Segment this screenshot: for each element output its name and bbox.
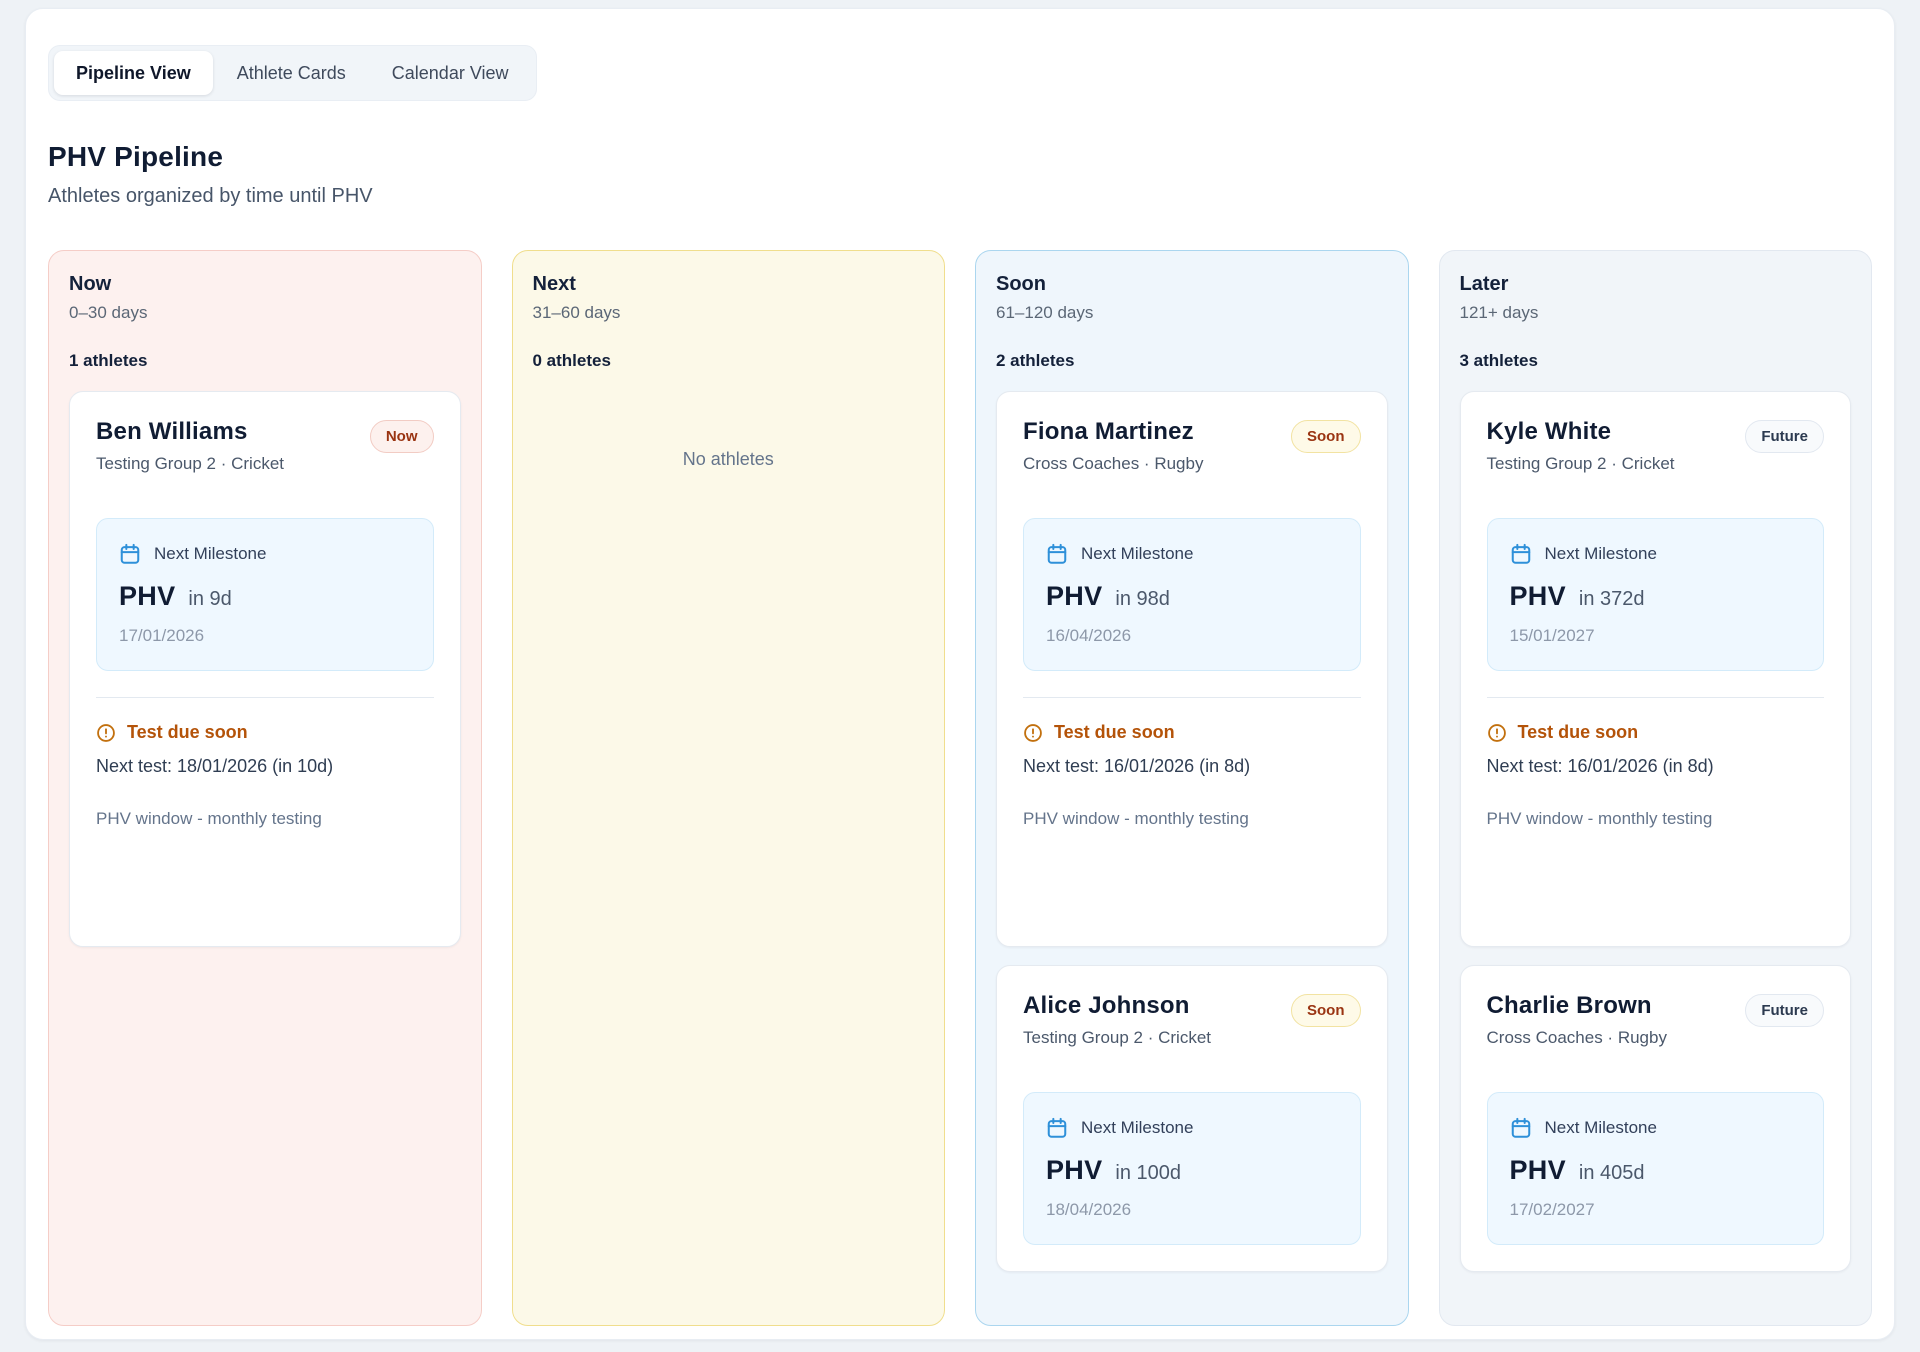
athlete-group: Cross Coaches · Rugby xyxy=(1486,1028,1667,1047)
milestone-due: in 405d xyxy=(1578,1162,1645,1184)
athlete-name: Kyle White xyxy=(1486,418,1612,445)
phv-window-note: PHV window - monthly testing xyxy=(96,809,322,828)
milestone-date: 18/04/2026 xyxy=(1046,1200,1132,1219)
status-badge: Soon xyxy=(1291,994,1361,1027)
page-subtitle: Athletes organized by time until PHV xyxy=(48,185,373,207)
phv-window-note: PHV window - monthly testing xyxy=(1486,809,1713,828)
next-test-text: Next test: 18/01/2026 (in 10d) xyxy=(96,756,334,776)
milestone-date: 17/01/2026 xyxy=(119,626,205,645)
column-later: Later 121+ days 3 athletes Kyle White Te… xyxy=(1438,250,1872,1326)
column-athlete-count: 3 athletes xyxy=(1459,351,1538,370)
view-tabbar: Pipeline View Athlete Cards Calendar Vie… xyxy=(48,45,537,101)
alert-icon xyxy=(1024,723,1042,742)
column-next: Next 31–60 days 0 athletes No athletes xyxy=(511,250,945,1326)
next-milestone-box: Next Milestone PHV in 405d 17/02/2027 xyxy=(1486,1092,1824,1245)
pipeline-board: Now 0–30 days 1 athletes Ben Williams Te… xyxy=(48,250,1872,1326)
next-milestone-box: Next Milestone PHV in 9d 17/01/2026 xyxy=(96,518,434,671)
next-milestone-box: Next Milestone PHV in 372d 15/01/2027 xyxy=(1486,518,1824,671)
column-range: 121+ days xyxy=(1459,303,1539,322)
alert-icon xyxy=(1487,723,1506,742)
card-divider xyxy=(96,697,434,698)
milestone-title: PHV xyxy=(1509,1155,1566,1185)
empty-state-text: No athletes xyxy=(682,449,774,469)
column-athlete-count: 0 athletes xyxy=(532,351,611,370)
athlete-name: Charlie Brown xyxy=(1486,992,1652,1019)
athlete-card[interactable]: Kyle White Testing Group 2 · Cricket Fut… xyxy=(1459,391,1851,947)
card-divider xyxy=(1023,697,1361,698)
athlete-card[interactable]: Fiona Martinez Cross Coaches · Rugby Soo… xyxy=(996,391,1388,947)
test-alert-label: Test due soon xyxy=(127,722,248,742)
calendar-icon xyxy=(120,543,140,564)
milestone-title: PHV xyxy=(1046,581,1103,611)
next-test-text: Next test: 16/01/2026 (in 8d) xyxy=(1023,756,1251,776)
milestone-label: Next Milestone xyxy=(1544,1118,1657,1137)
next-milestone-box: Next Milestone PHV in 98d 16/04/2026 xyxy=(1023,518,1361,671)
column-name: Soon xyxy=(996,273,1046,295)
column-range: 0–30 days xyxy=(69,303,148,322)
column-now: Now 0–30 days 1 athletes Ben Williams Te… xyxy=(48,250,482,1326)
calendar-icon xyxy=(1047,543,1067,564)
alert-icon xyxy=(97,723,115,742)
column-soon: Soon 61–120 days 2 athletes Fiona Martin… xyxy=(975,250,1409,1326)
next-test-text: Next test: 16/01/2026 (in 8d) xyxy=(1486,756,1714,776)
column-name: Next xyxy=(532,273,576,295)
card-divider xyxy=(1486,697,1824,698)
milestone-label: Next Milestone xyxy=(1544,544,1657,563)
tab-pipeline-view[interactable]: Pipeline View xyxy=(54,51,213,95)
calendar-icon xyxy=(1511,1117,1530,1138)
column-range: 31–60 days xyxy=(532,303,621,322)
milestone-date: 17/02/2027 xyxy=(1509,1200,1595,1219)
next-milestone-box: Next Milestone PHV in 100d 18/04/2026 xyxy=(1023,1092,1361,1245)
milestone-due: in 9d xyxy=(188,588,232,610)
athlete-card[interactable]: Charlie Brown Cross Coaches · Rugby Futu… xyxy=(1459,965,1851,1272)
milestone-title: PHV xyxy=(119,581,176,611)
page-title: PHV Pipeline xyxy=(48,141,224,172)
milestone-date: 15/01/2027 xyxy=(1509,626,1595,645)
athlete-group: Cross Coaches · Rugby xyxy=(1023,454,1204,473)
pipeline-panel: Pipeline View Athlete Cards Calendar Vie… xyxy=(25,8,1895,1340)
athlete-name: Fiona Martinez xyxy=(1023,418,1194,445)
status-badge: Future xyxy=(1745,420,1824,453)
tab-calendar-view[interactable]: Calendar View xyxy=(370,51,531,95)
column-range: 61–120 days xyxy=(996,303,1094,322)
milestone-due: in 98d xyxy=(1115,588,1170,610)
athlete-group: Testing Group 2 · Cricket xyxy=(1486,454,1675,473)
column-name: Now xyxy=(69,273,112,295)
milestone-date: 16/04/2026 xyxy=(1046,626,1132,645)
milestone-label: Next Milestone xyxy=(1081,1118,1194,1137)
phv-window-note: PHV window - monthly testing xyxy=(1023,809,1249,828)
athlete-card[interactable]: Ben Williams Testing Group 2 · Cricket N… xyxy=(69,391,461,947)
athlete-name: Ben Williams xyxy=(96,418,248,445)
column-athlete-count: 1 athletes xyxy=(69,351,148,370)
calendar-icon xyxy=(1047,1117,1067,1138)
status-badge: Future xyxy=(1745,994,1824,1027)
milestone-title: PHV xyxy=(1046,1155,1103,1185)
athlete-name: Alice Johnson xyxy=(1023,992,1190,1019)
athlete-group: Testing Group 2 · Cricket xyxy=(1023,1028,1212,1047)
column-name: Later xyxy=(1459,273,1509,295)
tab-athlete-cards[interactable]: Athlete Cards xyxy=(215,51,368,95)
milestone-due: in 372d xyxy=(1578,588,1645,610)
milestone-label: Next Milestone xyxy=(1081,544,1194,563)
athlete-card[interactable]: Alice Johnson Testing Group 2 · Cricket … xyxy=(996,965,1388,1272)
test-alert-label: Test due soon xyxy=(1517,722,1639,742)
milestone-label: Next Milestone xyxy=(154,544,267,563)
column-athlete-count: 2 athletes xyxy=(996,351,1075,370)
calendar-icon xyxy=(1511,543,1530,564)
test-alert-label: Test due soon xyxy=(1054,722,1175,742)
status-badge: Now xyxy=(369,420,434,453)
milestone-due: in 100d xyxy=(1115,1162,1182,1184)
athlete-group: Testing Group 2 · Cricket xyxy=(96,454,285,473)
milestone-title: PHV xyxy=(1509,581,1566,611)
status-badge: Soon xyxy=(1291,420,1361,453)
